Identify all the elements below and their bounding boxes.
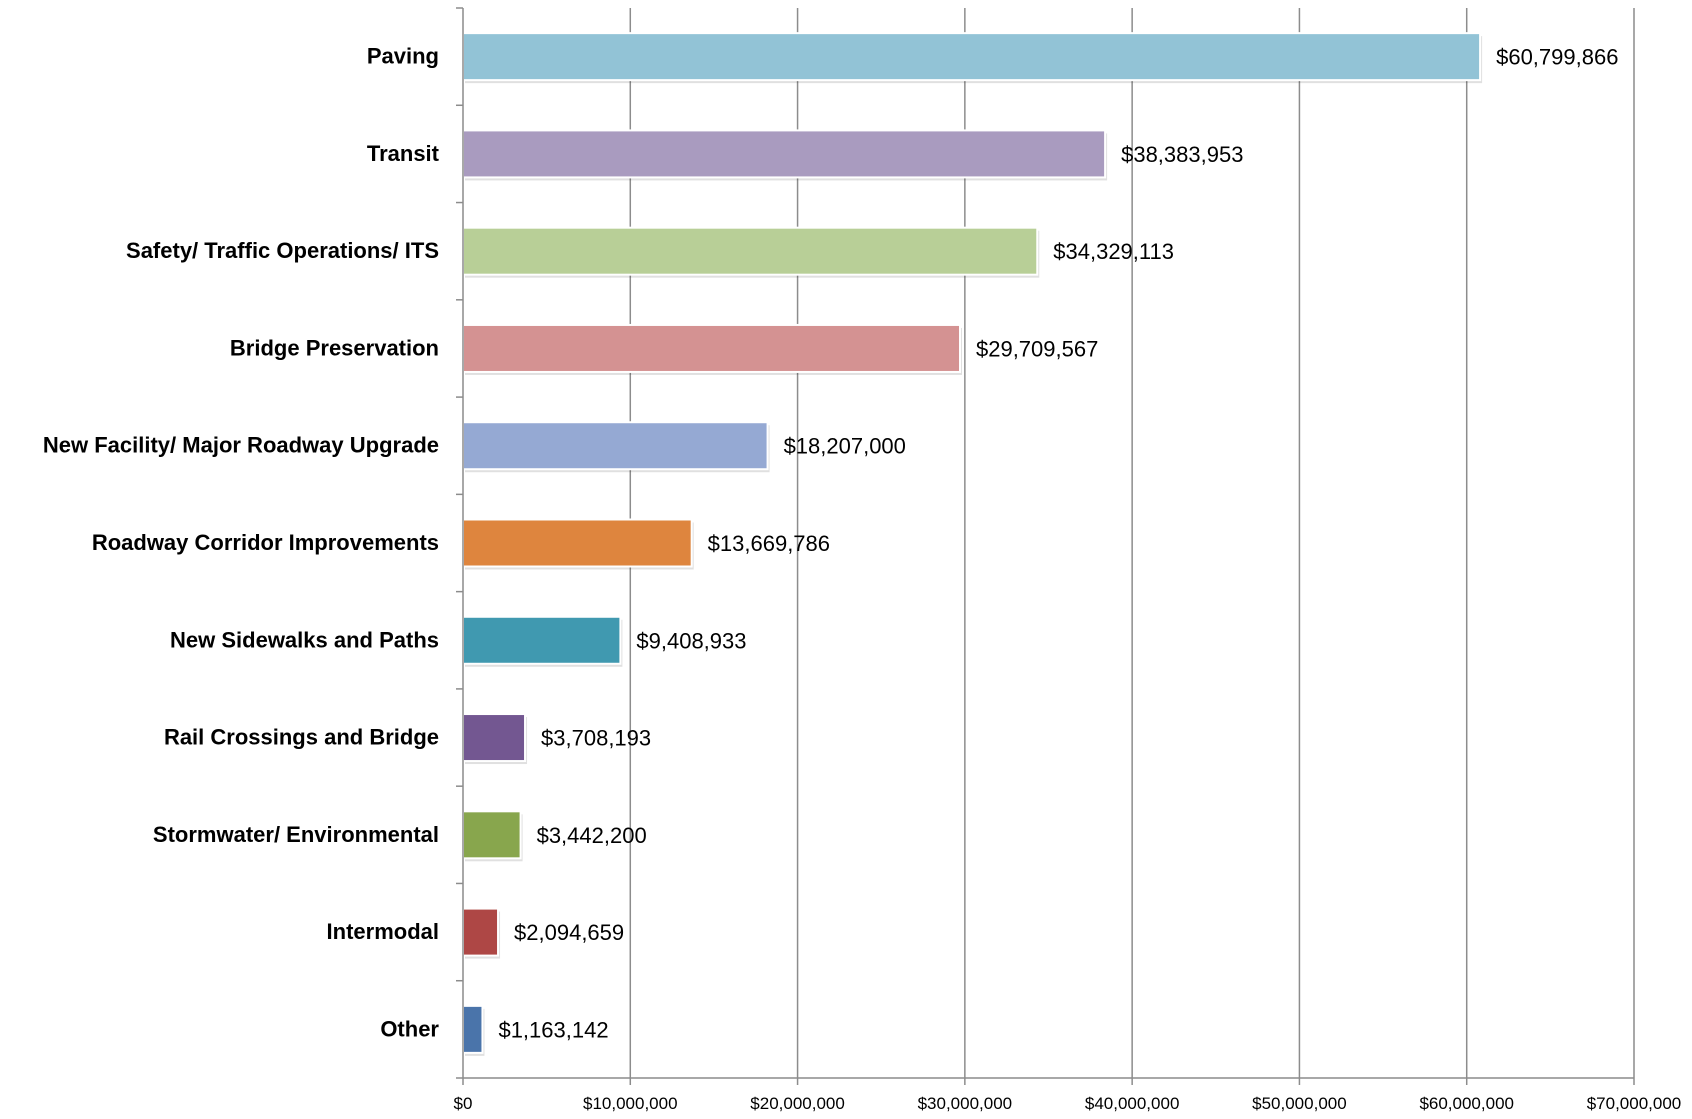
x-tick-label: $50,000,000 [1252, 1094, 1347, 1113]
category-label: Stormwater/ Environmental [153, 822, 439, 847]
x-tick-label: $20,000,000 [750, 1094, 845, 1113]
category-label: New Facility/ Major Roadway Upgrade [43, 433, 439, 458]
data-label: $3,708,193 [541, 726, 651, 751]
category-label: Rail Crossings and Bridge [164, 725, 439, 750]
bars [462, 32, 1483, 1056]
x-tick-label: $0 [454, 1094, 473, 1113]
category-label: Intermodal [327, 919, 439, 944]
data-label: $3,442,200 [537, 823, 647, 848]
labels: $0 $10,000,000 $20,000,000 $30,000,000 $40,0… [43, 44, 1681, 1113]
bar-1 [462, 32, 1482, 82]
data-label: $9,408,933 [636, 628, 746, 653]
bar-3 [462, 226, 1039, 276]
x-tick-label: $60,000,000 [1419, 1094, 1514, 1113]
bar-7 [462, 615, 622, 665]
bar-11 [462, 1004, 484, 1054]
category-label: Roadway Corridor Improvements [92, 530, 439, 555]
bar-5 [462, 421, 769, 471]
data-label: $60,799,866 [1496, 45, 1618, 70]
category-label: New Sidewalks and Paths [170, 627, 439, 652]
bar-6 [462, 518, 693, 568]
x-tick-label: $40,000,000 [1085, 1094, 1180, 1113]
x-tick-label: $10,000,000 [583, 1094, 678, 1113]
category-label: Safety/ Traffic Operations/ ITS [126, 238, 439, 263]
category-label: Other [380, 1016, 439, 1041]
data-label: $38,383,953 [1121, 142, 1243, 167]
x-tick-label: $70,000,000 [1587, 1094, 1682, 1113]
data-label: $18,207,000 [784, 434, 906, 459]
data-label: $2,094,659 [514, 920, 624, 945]
category-label: Bridge Preservation [230, 335, 439, 360]
gridlines [629, 8, 1635, 1078]
data-label: $13,669,786 [708, 531, 830, 556]
bar-8 [462, 713, 527, 763]
bar-9 [462, 810, 522, 860]
x-tick-label: $30,000,000 [918, 1094, 1013, 1113]
data-label: $1,163,142 [498, 1017, 608, 1042]
category-label: Transit [367, 141, 440, 166]
data-label: $34,329,113 [1053, 239, 1174, 264]
category-label: Paving [367, 44, 439, 69]
data-label: $29,709,567 [976, 336, 1098, 361]
axes [456, 7, 1635, 1085]
bar-2 [462, 129, 1107, 179]
bar-10 [462, 907, 500, 957]
bar-4 [462, 323, 961, 373]
